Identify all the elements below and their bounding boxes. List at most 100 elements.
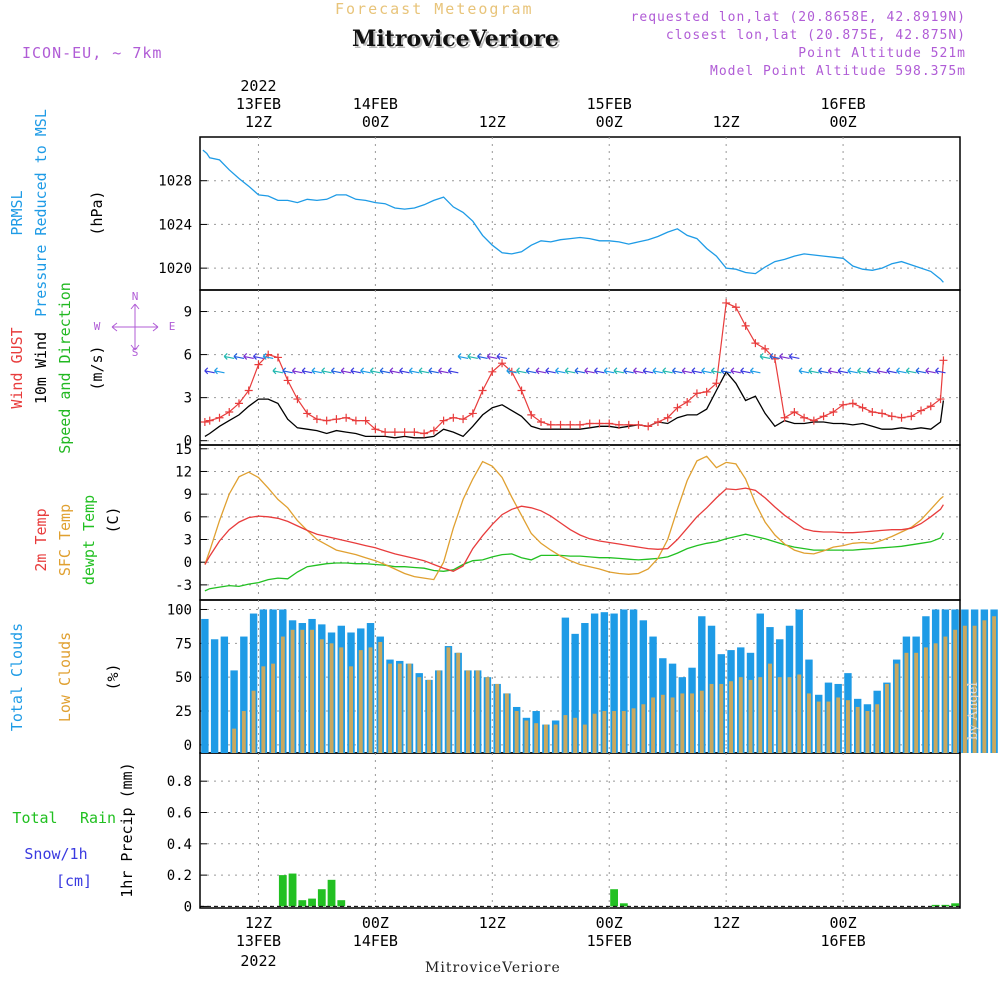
total-cloud-bar	[210, 639, 219, 753]
low-cloud-bar	[446, 647, 451, 753]
top-hour-label: 12Z	[245, 113, 272, 131]
wind-direction-arrow	[740, 367, 751, 375]
low-cloud-bar	[670, 697, 675, 753]
low-cloud-bar	[475, 670, 480, 753]
gust-marker	[468, 409, 477, 418]
wind-10m-label: 10m Wind	[32, 332, 50, 404]
low-cloud-bar	[339, 647, 344, 753]
wind-ytick-label: 6	[184, 348, 192, 364]
wind-speed-line	[204, 370, 945, 439]
rain-bar	[317, 889, 326, 907]
wind-direction-arrow	[350, 367, 362, 375]
wind-direction-arrow	[389, 367, 400, 375]
low-cloud-bar	[241, 711, 246, 753]
wind-direction-arrow	[935, 367, 946, 375]
gust-marker	[566, 420, 575, 429]
gust-marker	[546, 420, 555, 429]
gust-marker	[351, 416, 360, 425]
gust-marker	[848, 399, 857, 408]
gust-marker	[683, 397, 692, 406]
gust-marker	[790, 407, 799, 416]
low-cloud-bar	[680, 693, 685, 753]
low-cloud-bar	[972, 625, 977, 753]
gust-marker	[653, 418, 662, 427]
low-cloud-bar	[592, 713, 597, 753]
closest-coordinates: closest lon,lat (20.875E, 42.875N)	[665, 28, 966, 43]
low-cloud-bar	[690, 693, 694, 753]
gust-marker	[283, 376, 292, 385]
wind-direction-arrow	[496, 353, 508, 360]
wind-direction-arrow	[915, 367, 927, 375]
low-cloud-bar	[329, 643, 334, 753]
gust-marker	[605, 419, 614, 428]
wind-direction-arrow	[516, 367, 527, 375]
gust-marker	[722, 298, 731, 307]
gust-marker	[303, 409, 312, 418]
wind-direction-arrow	[623, 367, 634, 375]
low-cloud-bar	[573, 717, 578, 753]
bottom-date-label: 14FEB	[353, 932, 398, 950]
dewpt-temp-label: dewpt Temp	[80, 495, 98, 585]
top-hour-label: 12Z	[479, 113, 506, 131]
low-cloud-bar	[310, 629, 314, 753]
temperature-ytick-label: 0	[184, 555, 192, 571]
low-cloud-bar	[729, 681, 733, 753]
gust-marker	[381, 428, 390, 437]
temperature-ytick-label: 12	[175, 464, 192, 480]
wind-unit-label: (m/s)	[88, 345, 106, 390]
gust-marker	[839, 400, 848, 409]
low-cloud-bar	[875, 704, 880, 753]
low-cloud-bar	[388, 663, 392, 753]
low-cloud-bar	[466, 670, 470, 753]
low-cloud-bar	[543, 724, 548, 753]
precip-snow-label: Snow/1h	[24, 845, 87, 863]
wind-ytick-label: 0	[184, 434, 192, 450]
low-cloud-bar	[641, 704, 646, 753]
gust-marker	[498, 359, 507, 368]
wind-direction-arrow	[603, 367, 615, 375]
temperature-ytick-label: 3	[184, 533, 192, 549]
wind-direction-arrow	[330, 367, 342, 375]
gust-marker	[702, 387, 711, 396]
low-cloud-bar	[504, 693, 509, 753]
low-cloud-bar	[300, 629, 305, 753]
temperature-ytick-label: -3	[175, 578, 192, 594]
wind-direction-arrow	[691, 367, 703, 375]
gust-marker	[478, 386, 487, 395]
gust-marker	[585, 419, 594, 428]
total-cloud-bar	[698, 616, 706, 753]
gust-marker	[614, 420, 623, 429]
point-altitude: Point Altitude 521m	[798, 46, 966, 61]
gust-marker	[371, 425, 380, 434]
gust-marker	[731, 303, 740, 312]
clouds-ytick-label: 25	[175, 704, 192, 720]
gust-marker	[624, 420, 633, 429]
total-cloud-bar	[561, 617, 570, 753]
top-date-label: 16FEB	[820, 95, 865, 113]
wind-direction-arrow	[214, 367, 225, 375]
top-date-label: 14FEB	[353, 95, 398, 113]
gust-marker	[917, 406, 926, 415]
total-cloud-bar	[590, 613, 599, 753]
low-cloud-bar	[962, 625, 967, 753]
wind-direction-arrow	[866, 367, 878, 375]
rain-bar	[619, 903, 628, 907]
top-date-label: 15FEB	[587, 95, 632, 113]
low-cloud-bar	[923, 647, 928, 753]
low-cloud-bar	[631, 708, 636, 753]
low-cloud-bar	[524, 720, 529, 753]
gust-marker	[410, 428, 419, 437]
wind-direction-arrow	[798, 367, 810, 375]
wind-direction-arrow	[243, 353, 254, 360]
low-cloud-bar	[280, 636, 285, 753]
gust-marker	[293, 395, 302, 404]
wind-direction-arrow	[701, 367, 712, 375]
gust-marker	[887, 412, 896, 421]
temperature-panel-frame	[199, 444, 961, 601]
low-cloud-bar	[816, 701, 821, 753]
wind-direction-arrow	[827, 367, 839, 375]
gust-marker	[537, 418, 546, 427]
low-cloud-bar	[699, 690, 704, 753]
gust-marker	[663, 413, 672, 422]
gust-marker	[868, 407, 877, 416]
